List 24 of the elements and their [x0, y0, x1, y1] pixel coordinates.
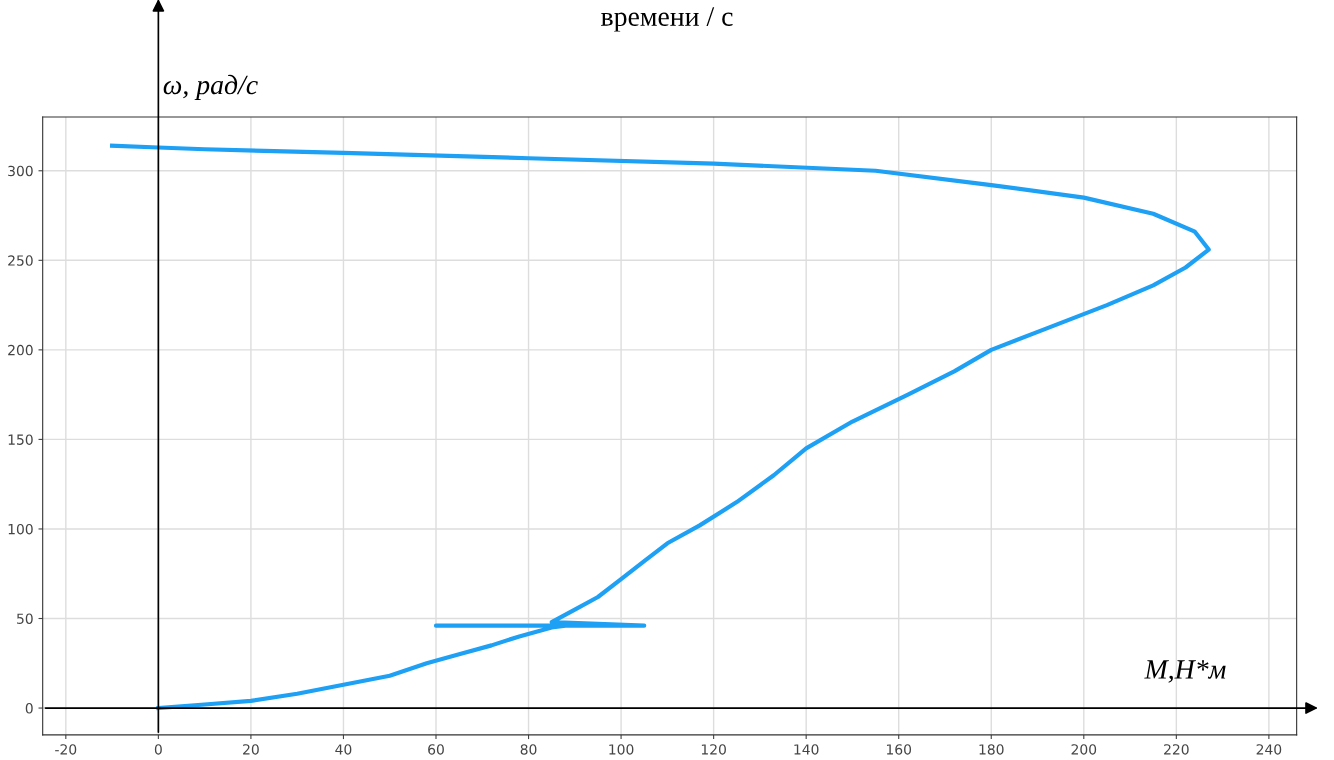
x-axis-title: M,Н*м [1144, 660, 1226, 683]
y-tick-label: 150 [8, 434, 33, 445]
x-tick-label: 120 [701, 744, 726, 755]
x-tick-label: 80 [520, 744, 537, 755]
x-tick-label: 220 [1164, 744, 1189, 755]
y-tick-label: 300 [8, 165, 33, 177]
y-tick-label: 200 [8, 344, 33, 356]
x-tick-label: 0 [154, 744, 162, 755]
y-axis-title: ω, рад/с [163, 74, 258, 100]
y-tick-label: 250 [8, 255, 33, 266]
x-tick-label: 60 [428, 744, 444, 755]
x-tick-label: 240 [1256, 744, 1282, 755]
chart-title: времени / с [601, 7, 733, 32]
x-tick-label: 100 [609, 744, 634, 755]
x-tick-label: 160 [886, 744, 912, 755]
x-tick-label: 200 [1071, 744, 1097, 755]
x-tick-label: -20 [55, 744, 77, 755]
y-tick-label: 100 [8, 523, 33, 535]
x-tick-label: 180 [979, 744, 1004, 755]
y-tick-label: 50 [17, 613, 33, 624]
x-tick-label: 40 [335, 744, 352, 755]
x-tick-label: 140 [794, 744, 819, 755]
y-tick-label: 0 [25, 703, 33, 714]
x-tick-label: 20 [243, 744, 259, 755]
